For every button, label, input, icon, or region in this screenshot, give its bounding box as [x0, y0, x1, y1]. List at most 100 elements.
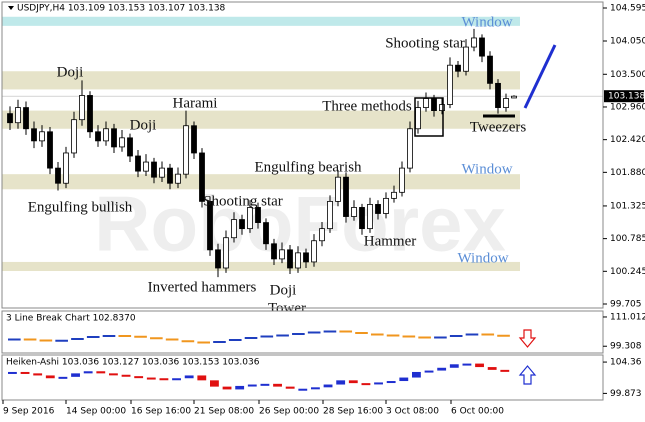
pattern-label: Inverted hammers: [148, 279, 257, 295]
heiken-ashi-bar: [487, 367, 497, 370]
panel-frame: [1, 310, 604, 354]
x-tick-label: 16 Sep 16:00: [131, 407, 191, 417]
line-break-bar: [276, 334, 289, 337]
heiken-ashi-bar: [399, 377, 409, 382]
candle-body: [111, 128, 117, 148]
heiken-ashi-bar: [323, 384, 333, 388]
y-tick-label: 99.705: [610, 300, 642, 310]
x-tick-label: 28 Sep 16:00: [323, 407, 383, 417]
heiken-ashi-bar: [184, 375, 194, 379]
heiken-ashi-bar: [475, 363, 484, 368]
x-axis: 9 Sep 2016 14 Sep 00:00 16 Sep 16:00 21 Sep…: [2, 400, 504, 417]
heiken-ashi-bar: [121, 374, 131, 377]
heiken-ashi-bar: [96, 371, 106, 374]
x-tick-label: 9 Sep 2016: [3, 407, 55, 417]
y-tick-label: 104.050: [610, 36, 645, 46]
candle-body: [335, 176, 341, 202]
header: USDJPY,H4 103.109 103.153 103.107 103.13…: [17, 4, 226, 14]
candle-body: [71, 119, 77, 154]
candle-body: [231, 219, 237, 239]
zone: [2, 174, 520, 190]
current-price-label: 103.138: [608, 92, 645, 102]
y-tick-label: 111.012: [610, 312, 645, 322]
candle-body: [135, 155, 141, 172]
line-break-bar: [23, 338, 37, 341]
y-tick-label: 102.420: [610, 135, 645, 145]
heiken-ashi-bar: [83, 371, 93, 374]
heiken-ashi-bar: [374, 382, 383, 385]
line-break-bar: [449, 335, 463, 337]
heiken-ashi-bar: [412, 371, 421, 378]
candle-body: [295, 252, 301, 269]
candle-body: [447, 64, 453, 105]
panel-label: 3 Line Break Chart 102.8370: [6, 314, 136, 324]
candle-body: [247, 207, 253, 230]
heiken-ashi-bar: [20, 371, 30, 374]
x-tick-label: 21 Sep 08:00: [194, 407, 254, 417]
line-break-bar: [118, 335, 132, 337]
candle-body: [511, 95, 517, 99]
candle-body: [175, 173, 181, 184]
heiken-ashi-bar: [336, 380, 346, 385]
candle-body: [343, 176, 349, 217]
heiken-ashi-bar: [210, 380, 219, 387]
candle-body: [391, 191, 397, 199]
heiken-ashi-bar: [134, 376, 144, 379]
panel-label: Heiken-Ashi 103.036 103.127 103.036 103.…: [6, 358, 260, 368]
heiken-ashi-bar: [247, 384, 257, 387]
line-break-bar: [465, 333, 479, 336]
window-label: Window: [457, 250, 508, 266]
heiken-ashi-bar: [71, 373, 80, 377]
line-break-bar: [181, 340, 195, 343]
candle-body: [455, 64, 461, 72]
heiken-ashi-bar: [424, 370, 434, 373]
heiken-ashi-bar: [58, 376, 68, 379]
heiken-ashi-bar: [273, 383, 282, 387]
y-tick-label: 100.785: [610, 234, 645, 244]
candle-body: [263, 222, 269, 245]
heiken-ashi-bar: [109, 373, 118, 376]
candle-body: [495, 82, 501, 108]
line-break-bar: [39, 339, 53, 342]
panel-frame: [1, 354, 604, 401]
candle-body: [431, 98, 437, 112]
heiken-ashi-bar: [260, 383, 270, 386]
candle-body: [119, 137, 125, 148]
heiken-ashi-bar: [8, 371, 17, 374]
window-label: Window: [461, 14, 512, 30]
line-break-bar: [355, 332, 368, 334]
heiken-ashi-bar: [298, 388, 308, 391]
line-break-bar: [260, 335, 274, 338]
line-break-bar: [292, 333, 305, 335]
y-tick-label: 104.36: [610, 358, 642, 368]
y-tick-label: 102.960: [610, 102, 645, 112]
candle-body: [143, 161, 149, 172]
x-tick-label: 14 Sep 00:00: [66, 407, 126, 417]
line-break-bar: [197, 341, 210, 344]
heiken-ashi-bar: [222, 386, 232, 390]
line-break-bar: [55, 339, 68, 342]
window-label: Window: [461, 161, 512, 177]
pattern-label: Shooting star: [385, 35, 465, 51]
candle-body: [311, 240, 317, 263]
candle-body: [15, 107, 21, 124]
candle-body: [23, 107, 29, 130]
line-break-bar: [150, 337, 163, 340]
candle-body: [47, 131, 53, 169]
candle-body: [367, 204, 373, 230]
zone: [2, 110, 520, 129]
candle-body: [359, 207, 365, 230]
y-tick-label: 101.325: [610, 201, 645, 211]
heiken-ashi-bar: [386, 381, 396, 384]
candle-body: [207, 200, 213, 251]
candle-body: [271, 243, 277, 260]
zone: [2, 261, 520, 272]
heiken-ashi-bar: [33, 373, 43, 376]
heiken-ashi-bar: [235, 385, 245, 390]
three-methods-box: [414, 97, 444, 137]
line-break-bar: [244, 337, 258, 339]
candle-body: [319, 228, 325, 242]
heiken-ashi-bar: [159, 378, 169, 381]
zone: [2, 16, 520, 26]
